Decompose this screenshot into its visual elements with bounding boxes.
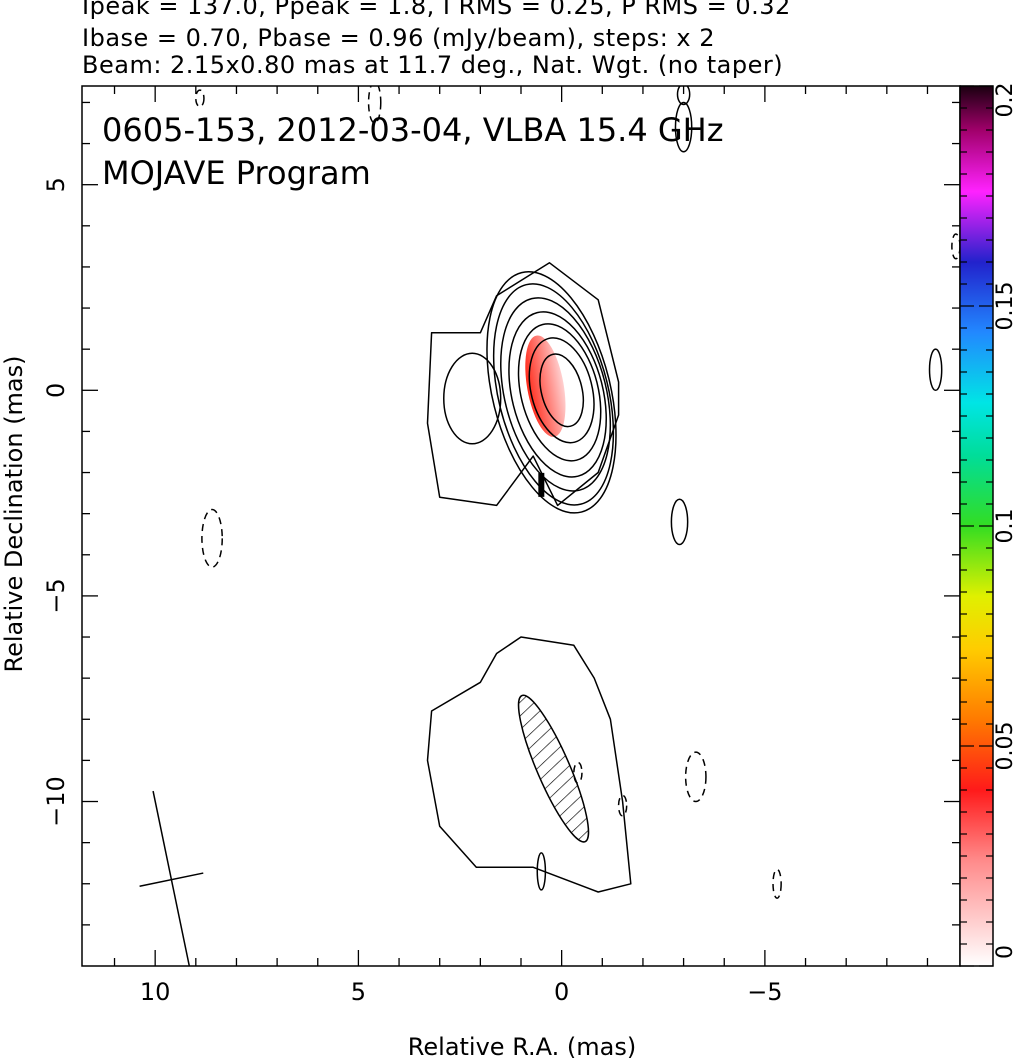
southern-contour [426,636,632,893]
header-line-2: Ibase = 0.70, Pbase = 0.96 (mJy/beam), s… [82,24,716,52]
negative-contour-3 [195,89,205,108]
positive-contour-blob-1 [674,101,693,153]
negative-contour-7 [573,761,583,784]
x-tick-label: 5 [351,978,366,1006]
negative-contour-5 [772,868,782,899]
negative-contour-4 [684,751,707,803]
y-tick-label: 0 [42,383,70,398]
outer-contour [426,262,620,507]
negative-contour-2 [367,86,382,124]
x-axis-label: Relative R.A. (mas) [408,1033,636,1060]
colorbar-tick-label: 0.1 [993,509,1018,544]
positive-contour-blob-4 [928,348,943,392]
header-line-3: Beam: 2.15x0.80 mas at 11.7 deg., Nat. W… [82,51,784,79]
negative-contour-8 [951,233,960,260]
header-line-1: Ipeak = 137.0, Ppeak = 1.8, I RMS = 0.25… [82,0,791,20]
x-tick-label: 10 [140,978,171,1006]
negative-contour-1 [201,508,223,568]
colorbar-tick-label: 0 [993,945,1018,959]
y-tick-label: 5 [42,177,70,192]
core-contour-7 [486,271,617,514]
secondary-contour [443,352,502,445]
beam-cross-minor [139,872,204,887]
x-tick-label: 0 [554,978,569,1006]
plot-frame [81,85,961,967]
positive-contour-blob-3 [670,498,689,546]
core-contour-4 [508,311,607,478]
y-axis-label: Relative Declination (mas) [0,355,28,672]
core-contour-2 [528,337,595,444]
chart-title-line-2: MOJAVE Program [102,154,371,192]
positive-contour-blob-5 [536,852,547,891]
plot-content [139,86,960,966]
axis-ticks: 10 5 0 −5 5 0 −5 −10 [42,86,960,1006]
negative-contour-6 [617,794,628,817]
beam-ellipse [517,694,590,843]
x-tick-label: −5 [747,978,782,1006]
colorbar-tick-label: 0.15 [993,282,1018,331]
core-contour-5 [500,297,612,492]
colorbar-ticks: 0 0.05 0.1 0.15 0.2 [960,83,1018,967]
beam-cross [139,790,204,966]
colorbar-tick-label: 0.05 [993,722,1018,771]
y-tick-label: −10 [42,776,70,827]
positive-contour-blob-2 [676,86,691,106]
core-contour-3 [517,323,602,462]
polarization-vector [538,472,545,497]
y-tick-label: −5 [42,578,70,613]
colorbar-tick-label: 0.2 [993,83,1018,118]
chart-title-line-1: 0605-153, 2012-03-04, VLBA 15.4 GHz [102,111,724,149]
polarized-intensity-region [525,335,566,437]
core-contour-1 [539,353,585,428]
